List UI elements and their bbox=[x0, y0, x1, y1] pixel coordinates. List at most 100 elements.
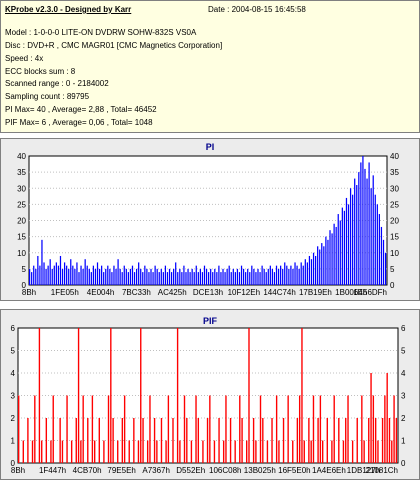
pi-bar bbox=[275, 265, 278, 285]
pif-bar bbox=[303, 440, 305, 463]
pi-bar bbox=[240, 265, 243, 285]
pi-bar bbox=[267, 268, 269, 285]
pif-bar bbox=[45, 418, 48, 463]
pi-bar bbox=[78, 272, 80, 285]
pi-bar bbox=[329, 230, 331, 285]
pif-ytick-right: 1 bbox=[401, 437, 406, 446]
pi-bar bbox=[216, 272, 218, 285]
pi-bar bbox=[372, 175, 374, 285]
pi-bar bbox=[152, 272, 154, 285]
pif-bar bbox=[34, 395, 36, 463]
pi-bar bbox=[45, 268, 47, 285]
pi-bar bbox=[154, 265, 156, 285]
pi-bar bbox=[103, 272, 105, 285]
pif-xtick: 106C08h bbox=[209, 466, 241, 475]
pi-bar bbox=[117, 259, 119, 285]
pi-bar bbox=[269, 265, 271, 285]
pi-bar bbox=[327, 239, 329, 285]
pi-bar bbox=[208, 272, 210, 285]
pif-bar bbox=[229, 418, 232, 463]
pif-bar bbox=[190, 440, 193, 463]
pif-bar bbox=[27, 418, 29, 463]
pif-bar bbox=[298, 395, 301, 463]
pi-bar bbox=[292, 268, 294, 285]
pi-bar bbox=[37, 255, 39, 285]
pi-bar bbox=[253, 268, 255, 285]
pif-xtick: A7367h bbox=[142, 466, 170, 475]
pif-xtick: 1DB127h bbox=[347, 466, 380, 475]
pi-ytick-right: 35 bbox=[390, 168, 399, 177]
pi-bar bbox=[119, 268, 121, 285]
pi-bar bbox=[249, 272, 251, 285]
pi-bar bbox=[312, 252, 315, 285]
pif-bar bbox=[94, 440, 96, 463]
pi-bar bbox=[296, 265, 298, 285]
pif-bar bbox=[361, 395, 363, 463]
pi-bar bbox=[288, 268, 290, 285]
pi-bar bbox=[183, 265, 185, 285]
pif-xtick: 13B025h bbox=[244, 466, 276, 475]
pif-bar bbox=[331, 440, 333, 463]
pi-bar bbox=[263, 268, 265, 285]
pif-ytick-right: 0 bbox=[401, 459, 406, 468]
pi-chart-title: PI bbox=[205, 142, 215, 152]
pif-bar bbox=[282, 418, 285, 463]
pif-bar bbox=[386, 373, 388, 463]
pi-bar bbox=[298, 268, 300, 285]
model-line: Model : 1-0-0-0 LITE-ON DVDRW SOHW-832S … bbox=[5, 28, 197, 37]
pi-bar bbox=[55, 262, 57, 285]
pi-bar bbox=[220, 272, 222, 285]
pif-ytick-left: 2 bbox=[11, 414, 16, 423]
pif-bar bbox=[22, 440, 24, 463]
pi-ytick-right: 5 bbox=[390, 265, 395, 274]
pi-bar bbox=[173, 268, 175, 285]
pif-bar bbox=[252, 418, 255, 463]
pif-bar bbox=[121, 418, 124, 463]
pif-bar bbox=[370, 373, 372, 463]
pi-bar bbox=[148, 272, 150, 285]
pif-xtick: 8Bh bbox=[11, 466, 25, 475]
pi-bar bbox=[156, 268, 158, 285]
pi-bar bbox=[224, 272, 226, 285]
pif-bar bbox=[395, 418, 398, 463]
pif-bar bbox=[310, 440, 312, 463]
pif-bar bbox=[195, 395, 197, 463]
pif-bar bbox=[326, 418, 328, 463]
pif-bar bbox=[278, 440, 280, 463]
pi-bar bbox=[277, 268, 280, 285]
pi-bar bbox=[80, 265, 82, 285]
pi-bar bbox=[121, 272, 123, 285]
pi-bar bbox=[66, 265, 68, 285]
pif-bar bbox=[255, 440, 257, 463]
pi-xtick: 4E004h bbox=[87, 288, 115, 297]
pif-bar bbox=[206, 418, 209, 463]
pi-bar bbox=[257, 268, 259, 285]
pi-bar bbox=[179, 268, 181, 285]
pi-bar bbox=[333, 223, 335, 285]
pif-bar bbox=[156, 440, 158, 463]
pif-bar bbox=[172, 418, 174, 463]
pif-bar bbox=[209, 395, 211, 463]
pi-bar bbox=[113, 265, 115, 285]
pif-bar bbox=[146, 440, 149, 463]
pif-bar bbox=[91, 395, 94, 463]
pi-bar bbox=[109, 268, 111, 285]
pi-bar bbox=[314, 255, 317, 285]
pi-bar bbox=[98, 268, 101, 285]
scan-date: Date : 2004-08-15 16:45:58 bbox=[208, 5, 306, 14]
pi-bar bbox=[131, 265, 134, 285]
pi-ytick-left: 0 bbox=[22, 281, 27, 290]
pi-bar bbox=[86, 265, 88, 285]
pi-bar bbox=[294, 262, 296, 285]
pi-bar bbox=[308, 255, 311, 285]
pi-bar bbox=[158, 272, 160, 285]
pi-bar bbox=[94, 268, 97, 285]
pi-bar bbox=[341, 207, 343, 285]
pif-bar bbox=[241, 418, 243, 463]
pif-xtick: 21081Ch bbox=[366, 466, 398, 475]
pif-bar bbox=[202, 440, 204, 463]
pi-bar bbox=[247, 268, 249, 285]
pi-bar bbox=[228, 265, 230, 285]
pif-bar bbox=[388, 418, 391, 463]
pif-bar bbox=[322, 440, 324, 463]
